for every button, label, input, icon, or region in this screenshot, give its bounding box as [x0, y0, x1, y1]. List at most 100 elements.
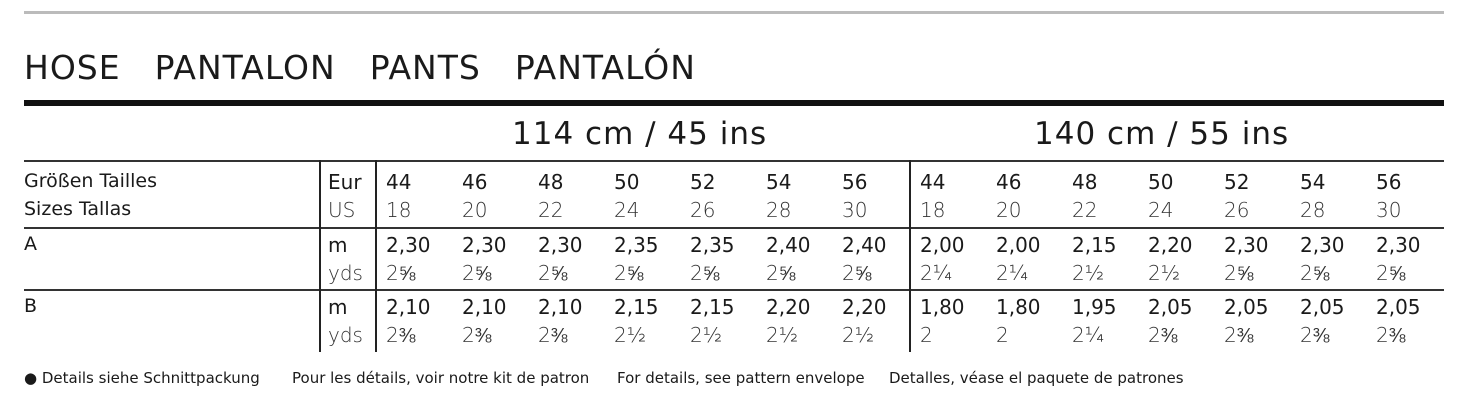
yards-cell: 2⅝	[538, 261, 568, 285]
us-size: 18	[386, 198, 412, 222]
yards-cell: 2⅝	[386, 261, 416, 285]
title-de: HOSE	[24, 48, 121, 87]
top-rule	[24, 11, 1444, 14]
sizes-label-1: Größen Tailles	[24, 170, 158, 192]
us-size: 18	[920, 198, 946, 222]
us-size: 28	[766, 198, 792, 222]
meters-cell: 2,30	[386, 233, 431, 257]
meters-cell: 1,80	[996, 295, 1041, 319]
meters-cell: 2,30	[1376, 233, 1421, 257]
yards-cell: 2¼	[920, 261, 953, 285]
eur-size: 44	[920, 170, 946, 194]
unit-m: m	[328, 295, 348, 319]
eur-label: Eur	[328, 170, 362, 194]
yards-cell: 2½	[690, 323, 723, 347]
eur-size: 54	[1300, 170, 1326, 194]
yards-cell: 2⅜	[1376, 323, 1406, 347]
title-es: PANTALÓN	[514, 48, 696, 87]
unit-yds: yds	[328, 261, 363, 285]
title-rule	[24, 100, 1444, 106]
meters-cell: 2,15	[1072, 233, 1117, 257]
eur-size: 48	[1072, 170, 1098, 194]
us-size: 28	[1300, 198, 1326, 222]
meters-cell: 2,40	[766, 233, 811, 257]
meters-cell: 2,20	[842, 295, 887, 319]
us-size: 30	[842, 198, 868, 222]
yards-cell: 2⅜	[1224, 323, 1254, 347]
yards-cell: 2	[920, 323, 933, 347]
meters-cell: 2,05	[1148, 295, 1193, 319]
sizes-label-2: Sizes Tallas	[24, 198, 132, 220]
meters-cell: 2,30	[462, 233, 507, 257]
yards-cell: 2½	[1072, 261, 1105, 285]
meters-cell: 2,00	[996, 233, 1041, 257]
yards-cell: 2⅜	[462, 323, 492, 347]
eur-size: 44	[386, 170, 412, 194]
us-size: 24	[1148, 198, 1174, 222]
footer-fr: Pour les détails, voir notre kit de patr…	[292, 369, 590, 387]
yards-cell: 2⅝	[614, 261, 644, 285]
yards-cell: 2½	[1148, 261, 1181, 285]
yards-cell: 2⅝	[462, 261, 492, 285]
yards-cell: 2⅝	[1376, 261, 1406, 285]
us-size: 26	[690, 198, 716, 222]
title-en: PANTS	[369, 48, 481, 87]
meters-cell: 1,95	[1072, 295, 1117, 319]
us-size: 22	[1072, 198, 1098, 222]
yards-cell: 2⅝	[766, 261, 796, 285]
meters-cell: 2,10	[386, 295, 431, 319]
eur-size: 52	[690, 170, 716, 194]
yards-cell: 2½	[766, 323, 799, 347]
view-label: A	[24, 233, 37, 255]
us-size: 20	[996, 198, 1022, 222]
yards-cell: 2½	[614, 323, 647, 347]
divider-unit	[375, 160, 377, 352]
eur-size: 54	[766, 170, 792, 194]
meters-cell: 2,35	[690, 233, 735, 257]
yards-cell: 2¼	[1072, 323, 1105, 347]
yards-cell: 2⅜	[386, 323, 416, 347]
meters-cell: 2,15	[690, 295, 735, 319]
title-fr: PANTALON	[154, 48, 336, 87]
meters-cell: 2,10	[538, 295, 583, 319]
meters-cell: 2,30	[1300, 233, 1345, 257]
eur-size: 46	[462, 170, 488, 194]
divider-label	[319, 160, 321, 352]
meters-cell: 2,10	[462, 295, 507, 319]
unit-yds: yds	[328, 323, 363, 347]
divider-width	[909, 160, 911, 352]
meters-cell: 1,80	[920, 295, 965, 319]
meters-cell: 2,05	[1300, 295, 1345, 319]
view-label: B	[24, 295, 38, 317]
meters-cell: 2,00	[920, 233, 965, 257]
yards-cell: 2⅜	[1300, 323, 1330, 347]
yards-cell: 2½	[842, 323, 875, 347]
footer-en: For details, see pattern envelope	[617, 369, 865, 387]
eur-size: 50	[1148, 170, 1174, 194]
us-label: US	[328, 198, 356, 222]
us-size: 26	[1224, 198, 1250, 222]
meters-cell: 2,05	[1376, 295, 1421, 319]
yards-cell: 2⅜	[1148, 323, 1178, 347]
eur-size: 48	[538, 170, 564, 194]
unit-m: m	[328, 233, 348, 257]
us-size: 20	[462, 198, 488, 222]
eur-size: 56	[1376, 170, 1402, 194]
meters-cell: 2,30	[538, 233, 583, 257]
yards-cell: 2⅝	[690, 261, 720, 285]
meters-cell: 2,15	[614, 295, 659, 319]
rule-a	[24, 227, 1444, 229]
meters-cell: 2,35	[614, 233, 659, 257]
yards-cell: 2⅝	[1224, 261, 1254, 285]
us-size: 30	[1376, 198, 1402, 222]
yards-cell: 2⅝	[1300, 261, 1330, 285]
eur-size: 56	[842, 170, 868, 194]
meters-cell: 2,05	[1224, 295, 1269, 319]
eur-size: 46	[996, 170, 1022, 194]
meters-cell: 2,30	[1224, 233, 1269, 257]
meters-cell: 2,20	[766, 295, 811, 319]
eur-size: 50	[614, 170, 640, 194]
eur-size: 52	[1224, 170, 1250, 194]
footer-es: Detalles, véase el paquete de patrones	[889, 369, 1184, 387]
yards-cell: 2⅝	[842, 261, 872, 285]
